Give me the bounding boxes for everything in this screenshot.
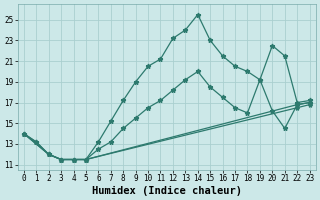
X-axis label: Humidex (Indice chaleur): Humidex (Indice chaleur): [92, 186, 242, 196]
